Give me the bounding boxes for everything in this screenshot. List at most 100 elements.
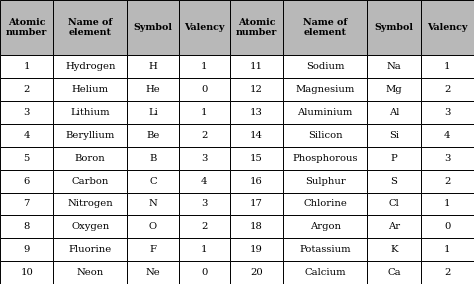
Text: F: F xyxy=(149,245,156,254)
Bar xyxy=(127,261,179,284)
Text: Neon: Neon xyxy=(77,268,104,277)
Bar xyxy=(179,147,230,170)
Bar xyxy=(127,238,179,261)
Bar xyxy=(283,55,367,78)
Bar xyxy=(0,147,54,170)
Bar xyxy=(230,193,283,215)
Text: 7: 7 xyxy=(24,199,30,208)
Bar xyxy=(179,215,230,238)
Bar xyxy=(54,238,127,261)
Text: 12: 12 xyxy=(250,85,263,94)
Bar xyxy=(283,78,367,101)
Bar xyxy=(179,101,230,124)
Text: Name of
element: Name of element xyxy=(68,18,112,37)
Bar xyxy=(54,124,127,147)
Bar xyxy=(283,238,367,261)
Bar xyxy=(420,147,474,170)
Text: Chlorine: Chlorine xyxy=(303,199,347,208)
Bar xyxy=(230,55,283,78)
Text: Lithium: Lithium xyxy=(71,108,110,117)
Text: 17: 17 xyxy=(250,199,263,208)
Text: C: C xyxy=(149,177,157,186)
Bar xyxy=(230,215,283,238)
Bar xyxy=(127,78,179,101)
Text: Valency: Valency xyxy=(184,23,224,32)
Text: 1: 1 xyxy=(444,199,451,208)
Bar xyxy=(54,170,127,193)
Text: K: K xyxy=(390,245,398,254)
Bar xyxy=(420,124,474,147)
Bar xyxy=(283,0,367,55)
Bar xyxy=(0,78,54,101)
Bar xyxy=(420,55,474,78)
Bar xyxy=(230,101,283,124)
Text: Na: Na xyxy=(387,62,401,71)
Bar xyxy=(179,0,230,55)
Text: Beryllium: Beryllium xyxy=(65,131,115,140)
Bar xyxy=(54,261,127,284)
Text: H: H xyxy=(148,62,157,71)
Text: Phosphorous: Phosphorous xyxy=(292,154,358,163)
Text: S: S xyxy=(391,177,397,186)
Text: Calcium: Calcium xyxy=(304,268,346,277)
Bar xyxy=(179,78,230,101)
Text: 18: 18 xyxy=(250,222,263,231)
Bar xyxy=(0,0,54,55)
Bar xyxy=(367,55,420,78)
Bar xyxy=(127,193,179,215)
Text: Sulphur: Sulphur xyxy=(305,177,346,186)
Text: 1: 1 xyxy=(201,245,208,254)
Text: 14: 14 xyxy=(250,131,263,140)
Text: 13: 13 xyxy=(250,108,263,117)
Bar xyxy=(127,215,179,238)
Bar xyxy=(367,238,420,261)
Text: P: P xyxy=(391,154,397,163)
Text: Aluminium: Aluminium xyxy=(298,108,353,117)
Text: B: B xyxy=(149,154,156,163)
Text: 3: 3 xyxy=(444,154,450,163)
Text: Fluorine: Fluorine xyxy=(69,245,112,254)
Bar xyxy=(367,193,420,215)
Bar xyxy=(367,170,420,193)
Text: Symbol: Symbol xyxy=(133,23,173,32)
Bar xyxy=(0,193,54,215)
Bar xyxy=(230,78,283,101)
Text: 8: 8 xyxy=(24,222,30,231)
Bar xyxy=(367,124,420,147)
Text: Hydrogen: Hydrogen xyxy=(65,62,116,71)
Bar xyxy=(367,215,420,238)
Bar xyxy=(230,261,283,284)
Bar xyxy=(420,261,474,284)
Text: Symbol: Symbol xyxy=(374,23,413,32)
Text: Ca: Ca xyxy=(387,268,401,277)
Text: 1: 1 xyxy=(201,62,208,71)
Text: 2: 2 xyxy=(201,222,207,231)
Bar xyxy=(420,238,474,261)
Bar xyxy=(127,0,179,55)
Text: 2: 2 xyxy=(444,268,450,277)
Bar xyxy=(54,0,127,55)
Text: 1: 1 xyxy=(23,62,30,71)
Text: Ne: Ne xyxy=(146,268,160,277)
Text: Valency: Valency xyxy=(427,23,467,32)
Text: N: N xyxy=(148,199,157,208)
Bar xyxy=(230,238,283,261)
Bar xyxy=(420,193,474,215)
Bar xyxy=(127,55,179,78)
Bar xyxy=(54,55,127,78)
Text: 3: 3 xyxy=(444,108,450,117)
Text: 2: 2 xyxy=(444,177,450,186)
Bar xyxy=(179,238,230,261)
Text: Ar: Ar xyxy=(388,222,400,231)
Text: Oxygen: Oxygen xyxy=(71,222,109,231)
Bar xyxy=(283,170,367,193)
Bar xyxy=(420,78,474,101)
Text: Magnesium: Magnesium xyxy=(296,85,355,94)
Text: Argon: Argon xyxy=(310,222,341,231)
Text: 2: 2 xyxy=(444,85,450,94)
Text: 3: 3 xyxy=(201,154,207,163)
Bar xyxy=(0,170,54,193)
Bar xyxy=(127,170,179,193)
Text: 2: 2 xyxy=(201,131,207,140)
Text: Cl: Cl xyxy=(389,199,400,208)
